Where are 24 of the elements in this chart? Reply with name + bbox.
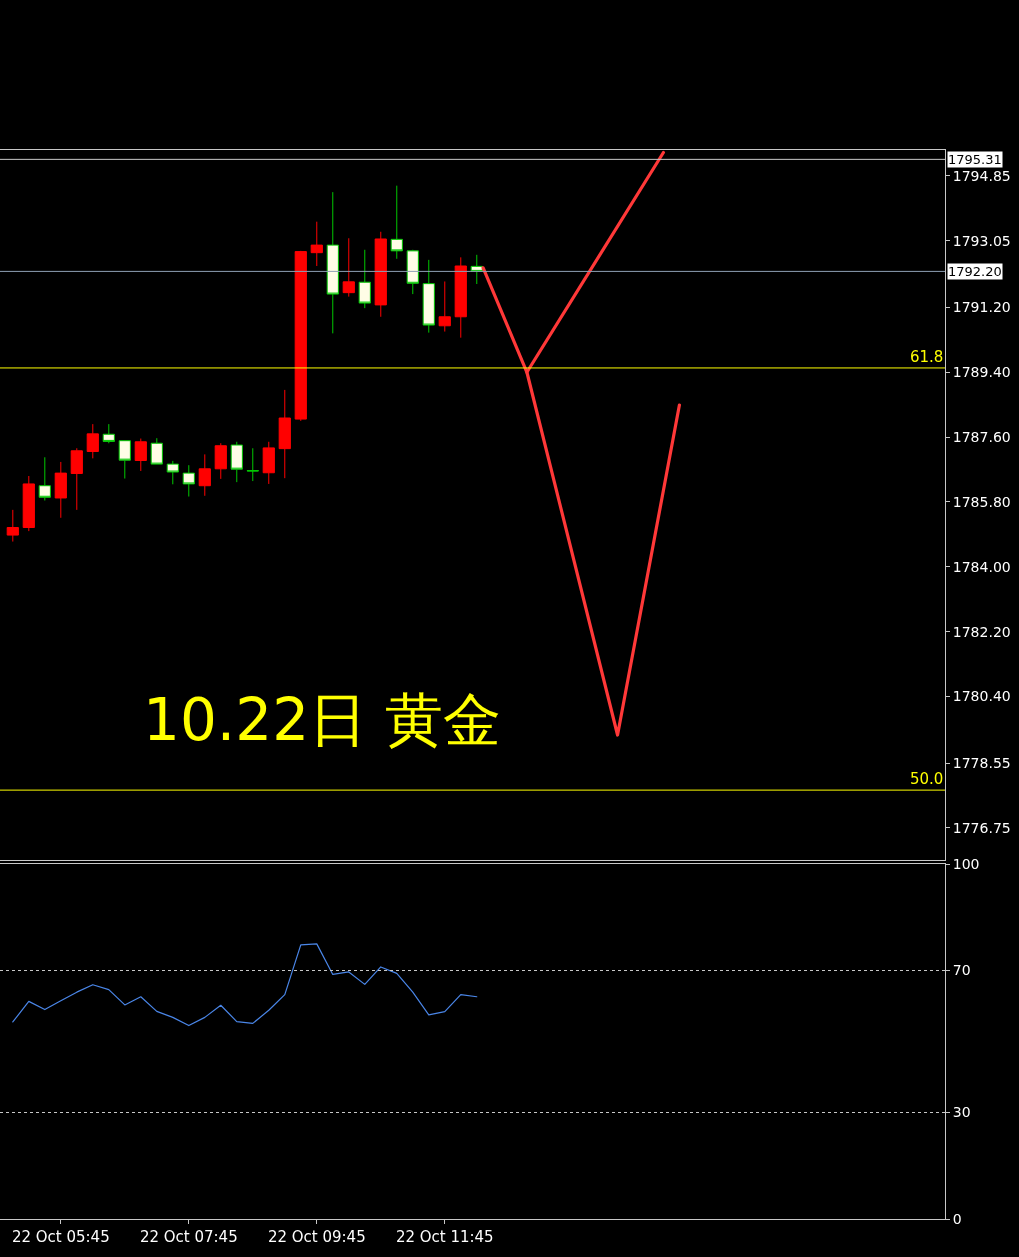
- y-tick-label: 1782.20: [952, 623, 1011, 640]
- y-tick-label: 1794.85: [952, 167, 1011, 184]
- y-tick-label: 1791.20: [952, 299, 1011, 316]
- ref-line-label: 1792.20: [948, 264, 1002, 279]
- x-tick-label: 22 Oct 09:45: [267, 1228, 366, 1246]
- y-tick-label: 0: [952, 1210, 962, 1227]
- y-tick-label: 1785.80: [952, 493, 1011, 510]
- y-tick-label: 1778.55: [952, 755, 1011, 771]
- y-tick-label: 1784.00: [952, 558, 1011, 575]
- annotation: 50.0: [910, 770, 944, 788]
- ref-line-label: 1795.31: [948, 152, 1002, 167]
- y-tick-label: 1793.05: [952, 232, 1011, 249]
- y-tick-label: 100: [952, 855, 980, 872]
- y-tick-label: 30: [952, 1104, 971, 1121]
- x-tick-label: 22 Oct 11:45: [395, 1228, 494, 1246]
- y-tick-label: 1776.75: [952, 819, 1011, 836]
- y-tick-label: 1789.40: [952, 364, 1011, 381]
- y-tick-label: 70: [952, 962, 971, 979]
- x-tick-label: 22 Oct 05:45: [11, 1228, 110, 1246]
- annotation: 61.8: [910, 348, 944, 366]
- x-tick-label: 22 Oct 07:45: [139, 1228, 238, 1246]
- text: 10.22日 黄金: [143, 686, 502, 754]
- y-tick-label: 1787.60: [952, 429, 1011, 445]
- y-tick-label: 1780.40: [952, 688, 1011, 705]
